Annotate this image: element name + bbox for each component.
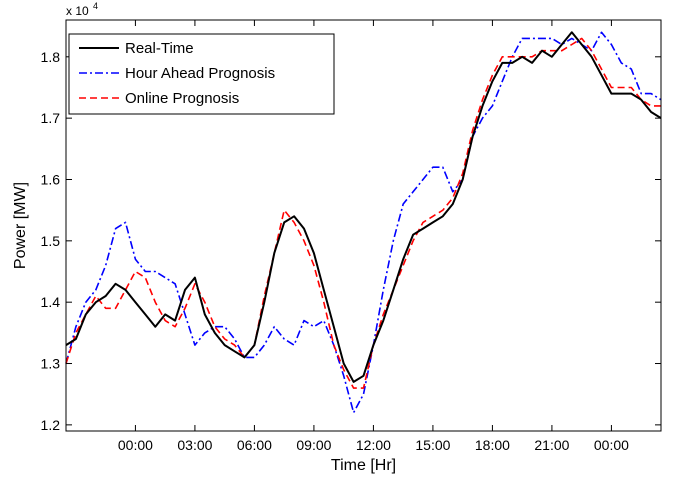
- x-tick-label: 09:00: [296, 437, 331, 453]
- y-tick-label: 1.8: [41, 49, 61, 65]
- x-tick-label: 12:00: [356, 437, 391, 453]
- x-tick-label: 00:00: [594, 437, 629, 453]
- ticks-layer: 00:00 03:00 06:00 09:00 12:00 15:00 18:00 21:00…: [41, 20, 661, 453]
- legend-label: Real-Time: [125, 40, 194, 57]
- series-layer: [65, 31, 662, 414]
- y-multiplier-label: x 10: [66, 4, 89, 18]
- x-tick-label: 06:00: [237, 437, 272, 453]
- legend-label: Online Prognosis: [125, 90, 239, 107]
- series-line-real-time: [65, 31, 662, 383]
- x-tick-label: 18:00: [475, 437, 510, 453]
- y-tick-label: 1.6: [41, 171, 61, 187]
- x-tick-label: 00:00: [118, 437, 153, 453]
- y-axis-label: Power [MW]: [12, 182, 29, 269]
- legend-label: Hour Ahead Prognosis: [125, 65, 275, 82]
- y-tick-label: 1.3: [41, 356, 61, 372]
- legend: Real-Time Hour Ahead Prognosis Online Prog…: [68, 33, 335, 115]
- y-multiplier-exponent: 4: [93, 1, 98, 11]
- y-tick-label: 1.2: [41, 417, 61, 433]
- series-line-online-prognosis: [65, 37, 661, 389]
- y-tick-label: 1.7: [41, 110, 61, 126]
- y-tick-label: 1.5: [41, 233, 61, 249]
- y-tick-label: 1.4: [41, 294, 61, 310]
- plot-frame: [65, 19, 662, 432]
- x-tick-label: 15:00: [415, 437, 450, 453]
- x-axis-label: Time [Hr]: [331, 457, 396, 474]
- x-tick-label: 21:00: [534, 437, 569, 453]
- x-tick-label: 03:00: [177, 437, 212, 453]
